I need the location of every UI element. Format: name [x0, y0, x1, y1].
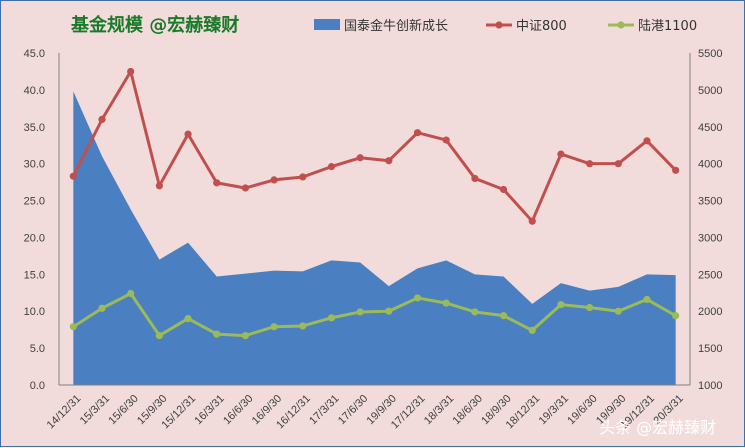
- right-axis-tick-label: 4500: [698, 122, 722, 134]
- left-axis-tick-label: 15.0: [24, 269, 45, 281]
- data-point: [98, 115, 106, 123]
- legend-label: 国泰金牛创新成长: [344, 18, 448, 34]
- left-axis-tick-label: 40.0: [24, 85, 45, 97]
- data-point: [643, 295, 651, 304]
- data-point: [299, 173, 307, 181]
- left-axis-tick-label: 45.0: [24, 48, 45, 60]
- data-point: [672, 166, 680, 174]
- data-point: [270, 176, 278, 184]
- left-axis-tick-label: 5.0: [30, 343, 45, 355]
- x-axis-tick-label: 16/6/30: [221, 393, 255, 427]
- data-point: [557, 300, 565, 309]
- data-point: [557, 150, 565, 158]
- right-axis-tick-label: 5000: [698, 85, 722, 97]
- x-axis-tick-label: 17/6/30: [336, 393, 370, 427]
- data-point: [413, 129, 422, 137]
- data-point: [184, 315, 192, 323]
- data-point: [213, 330, 221, 338]
- right-axis-tick-label: 2500: [698, 269, 722, 281]
- left-axis-tick-label: 0.0: [30, 380, 45, 392]
- data-point: [586, 160, 594, 168]
- data-point: [69, 172, 77, 180]
- data-point: [614, 307, 622, 315]
- legend-swatch-marker: [617, 21, 625, 29]
- left-axis-tick-label: 10.0: [24, 306, 45, 318]
- right-axis-tick-label: 1000: [698, 380, 722, 392]
- right-axis-tick-label: 3500: [698, 196, 722, 208]
- right-axis-tick-label: 5500: [698, 48, 722, 60]
- left-axis-tick-label: 35.0: [24, 122, 45, 134]
- data-point: [69, 323, 77, 331]
- data-point: [127, 289, 135, 298]
- chart-title: 基金规模 @宏赫臻财: [70, 14, 239, 36]
- data-point: [327, 163, 336, 171]
- data-point: [643, 137, 651, 145]
- x-axis-tick-label: 19/3/31: [537, 393, 571, 427]
- data-point: [241, 184, 250, 192]
- x-axis-tick-label: 19/6/30: [565, 393, 599, 427]
- x-axis-tick-label: 17/3/31: [307, 393, 341, 427]
- data-point: [413, 294, 422, 302]
- data-point: [385, 157, 393, 165]
- data-point: [471, 308, 479, 316]
- data-point: [299, 322, 307, 330]
- data-point: [614, 160, 622, 168]
- data-point: [356, 154, 364, 162]
- data-point: [385, 307, 393, 315]
- x-axis-tick-label: 18/3/31: [422, 393, 456, 427]
- data-point: [528, 326, 536, 335]
- legend-label: 陆港1100: [638, 18, 697, 34]
- data-point: [327, 314, 336, 322]
- data-point: [442, 299, 450, 307]
- left-axis-tick-label: 30.0: [24, 159, 45, 171]
- data-point: [499, 312, 508, 320]
- data-point: [155, 182, 163, 190]
- data-point: [213, 179, 221, 187]
- x-axis-tick-label: 15/3/31: [78, 393, 112, 427]
- line-series-lugang1100: [72, 292, 677, 338]
- legend-label: 中证800: [516, 19, 567, 34]
- data-point: [356, 308, 364, 316]
- data-point: [442, 136, 450, 144]
- data-point: [672, 312, 680, 320]
- x-axis-tick-label: 18/6/30: [451, 393, 485, 427]
- right-axis-tick-label: 2000: [698, 306, 722, 318]
- x-axis-tick-label: 15/6/30: [106, 393, 140, 427]
- data-point: [184, 130, 192, 138]
- line-series-csi800: [72, 69, 677, 223]
- data-point: [270, 323, 278, 331]
- area-series-fund-size: [73, 91, 676, 385]
- data-point: [471, 174, 479, 183]
- data-point: [586, 303, 594, 312]
- right-axis-tick-label: 4000: [698, 159, 722, 171]
- x-axis-tick-label: 16/3/31: [192, 393, 226, 427]
- legend-swatch-area: [314, 19, 340, 30]
- x-axis-tick-label: 14/12/31: [45, 393, 84, 432]
- left-axis-tick-label: 25.0: [24, 196, 45, 208]
- watermark-text: 头条 @宏赫臻财: [599, 418, 716, 437]
- data-point: [241, 331, 250, 340]
- data-point: [499, 185, 508, 194]
- data-point: [155, 331, 163, 340]
- data-point: [528, 217, 536, 225]
- legend-swatch-marker: [495, 21, 503, 29]
- data-point: [127, 67, 135, 76]
- data-point: [98, 304, 106, 312]
- right-axis-tick-label: 1500: [698, 343, 722, 355]
- left-axis-tick-label: 20.0: [24, 232, 45, 244]
- right-axis-tick-label: 3000: [698, 232, 722, 244]
